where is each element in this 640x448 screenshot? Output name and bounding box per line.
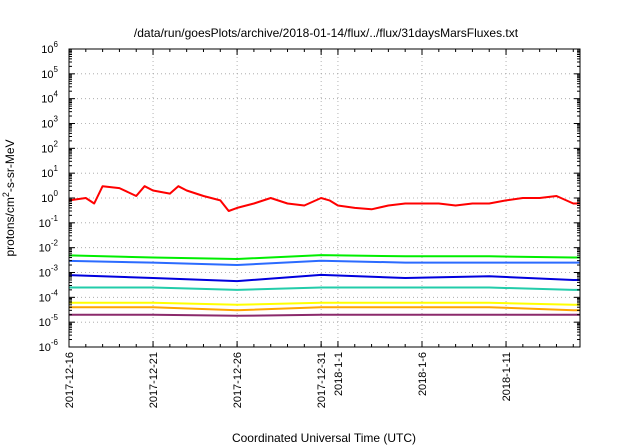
y-tick-label: 10-1 <box>39 214 59 230</box>
y-tick-base: 10 <box>41 44 53 56</box>
x-tick-label: 2018-1-11 <box>501 352 513 401</box>
y-tick-exp: -3 <box>51 264 59 273</box>
y-tick-label: 103 <box>41 115 58 131</box>
series-group <box>69 185 580 317</box>
series-line-4 <box>69 273 580 283</box>
y-axis-label-sup: 2 <box>1 192 11 197</box>
series-line-5 <box>69 286 580 291</box>
y-tick-label: 10-4 <box>39 288 59 304</box>
y-tick-label: 10-6 <box>39 338 59 354</box>
y-tick-label: 104 <box>41 90 58 106</box>
series-line-1 <box>69 185 580 212</box>
y-tick-base: 10 <box>39 317 51 329</box>
x-tick-label: 2017-12-16 <box>64 352 76 408</box>
y-tick-labels: 10-610-510-410-310-210-11001011021031041… <box>39 40 59 354</box>
y-tick-exp: -1 <box>51 214 59 223</box>
series-line-8 <box>69 313 580 317</box>
y-tick-base: 10 <box>39 243 51 255</box>
y-tick-exp: -5 <box>51 313 59 322</box>
y-axis-label: protons/cm2-s-sr-MeV <box>1 139 17 256</box>
y-tick-base: 10 <box>41 168 53 180</box>
chart-title: /data/run/goesPlots/archive/2018-01-14/f… <box>134 26 519 40</box>
y-tick-label: 10-5 <box>39 313 59 329</box>
y-tick-exp: 1 <box>54 164 59 173</box>
y-tick-base: 10 <box>39 292 51 304</box>
y-tick-exp: -6 <box>51 338 59 347</box>
y-tick-exp: 6 <box>54 40 59 49</box>
y-axis-label-part: -s-sr-MeV <box>3 139 17 192</box>
y-tick-base: 10 <box>41 143 53 155</box>
y-tick-base: 10 <box>39 268 51 280</box>
x-tick-label: 2018-1-1 <box>333 352 345 396</box>
series-line-6 <box>69 301 580 306</box>
x-tick-labels: 2017-12-16 2017-12-21 2017-12-26 2017-12-31… <box>64 352 513 408</box>
x-tick-label: 2017-12-26 <box>232 352 244 408</box>
y-tick-base: 10 <box>41 94 53 106</box>
y-tick-exp: 0 <box>54 189 59 198</box>
ticks <box>68 48 580 348</box>
series-line-2 <box>69 254 580 260</box>
y-tick-label: 101 <box>41 164 58 180</box>
y-tick-base: 10 <box>41 193 53 205</box>
y-axis-label-part: protons/cm <box>3 197 17 256</box>
y-tick-label: 10-2 <box>39 239 59 255</box>
y-tick-label: 106 <box>41 40 58 56</box>
y-tick-base: 10 <box>41 119 53 131</box>
series-line-3 <box>69 259 580 266</box>
y-tick-label: 105 <box>41 65 58 81</box>
y-tick-exp: -2 <box>51 239 59 248</box>
x-tick-label: 2017-12-21 <box>148 352 160 408</box>
y-tick-base: 10 <box>39 218 51 230</box>
y-tick-label: 10-3 <box>39 264 59 280</box>
x-axis-label: Coordinated Universal Time (UTC) <box>232 431 416 445</box>
y-tick-base: 10 <box>41 69 53 81</box>
y-tick-exp: 3 <box>54 115 59 124</box>
x-tick-label: 2018-1-6 <box>417 352 429 396</box>
y-tick-base: 10 <box>39 342 51 354</box>
series-line-7 <box>69 306 580 312</box>
y-tick-exp: -4 <box>51 288 59 297</box>
x-tick-label: 2017-12-31 <box>316 352 328 408</box>
y-tick-label: 100 <box>41 189 58 205</box>
y-tick-exp: 2 <box>54 139 59 148</box>
y-tick-exp: 4 <box>54 90 59 99</box>
y-tick-exp: 5 <box>54 65 59 74</box>
y-tick-label: 102 <box>41 139 58 155</box>
